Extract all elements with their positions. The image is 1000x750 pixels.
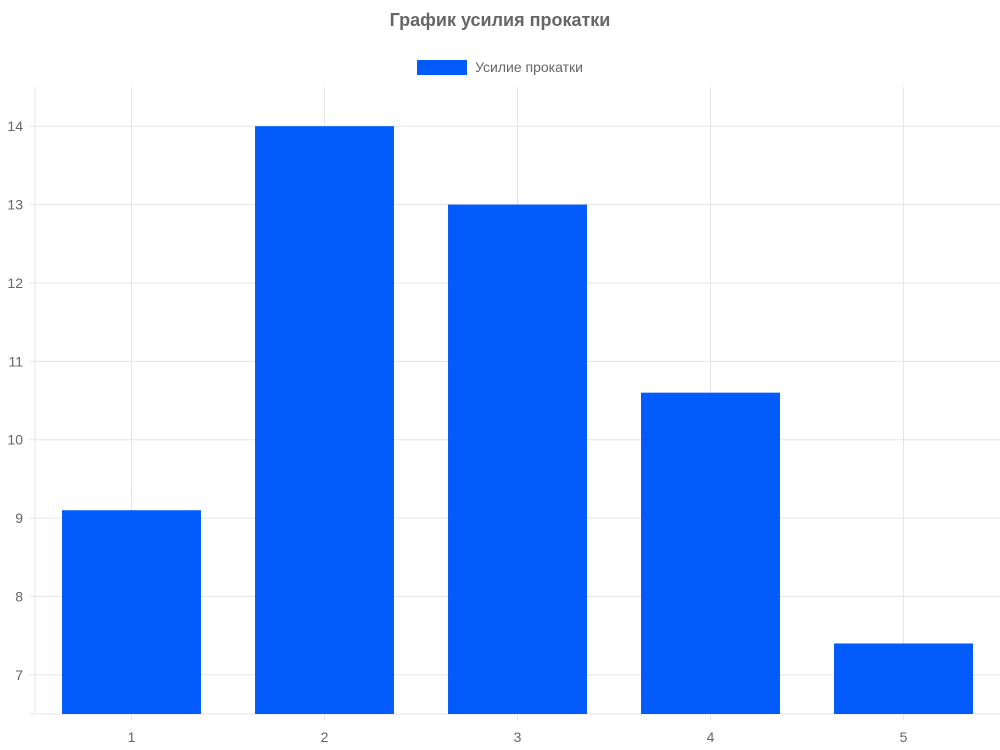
chart-title: График усилия прокатки [389,10,611,30]
x-tick-label: 4 [707,729,715,745]
y-tick-label: 7 [15,667,23,683]
x-tick-label: 1 [128,729,136,745]
y-tick-label: 12 [7,275,23,291]
y-tick-label: 9 [15,510,23,526]
legend-label: Усилие прокатки [475,59,583,75]
bar-2[interactable] [255,126,394,714]
y-tick-label: 14 [7,118,23,134]
bars [62,126,973,714]
x-tick-labels: 1 2 3 4 5 [128,729,908,745]
legend-swatch [417,59,468,75]
y-tick-label: 10 [7,432,23,448]
y-tick-label: 11 [8,353,23,369]
legend[interactable]: Усилие прокатки [0,59,1000,75]
y-tick-label: 8 [15,588,23,604]
bar-5[interactable] [834,643,973,714]
x-tick-label: 3 [514,729,522,745]
x-tick-label: 2 [321,729,329,745]
y-tick-labels: 7 8 9 10 11 12 13 14 [7,118,23,683]
bar-1[interactable] [62,510,201,714]
x-tick-label: 5 [900,729,908,745]
bar-4[interactable] [641,392,780,714]
y-tick-label: 13 [7,197,23,213]
bar-3[interactable] [448,204,587,714]
